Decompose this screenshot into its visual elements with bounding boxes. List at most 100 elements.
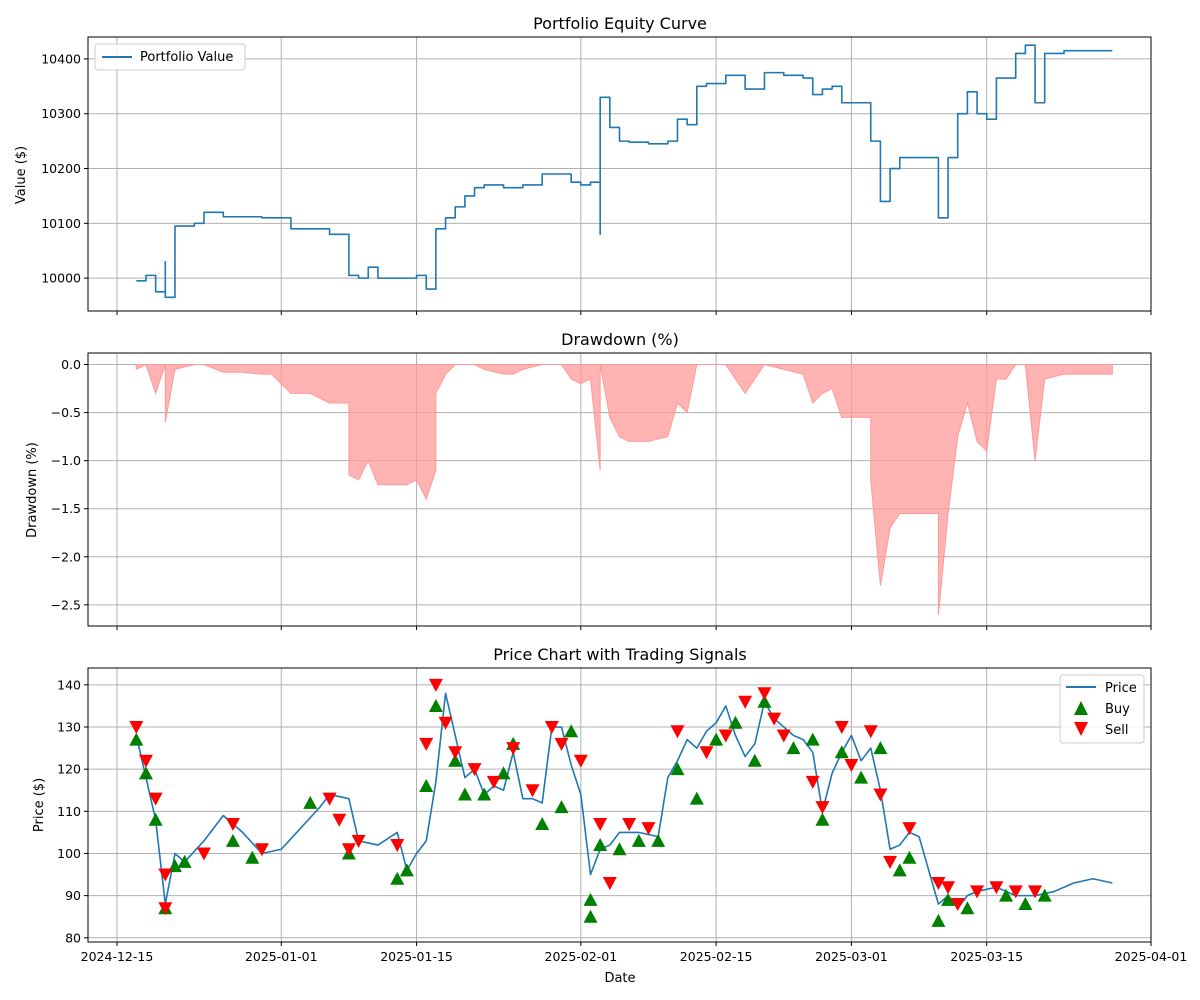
sell-marker <box>390 839 405 853</box>
sell-marker <box>158 868 173 882</box>
buy-marker <box>631 833 646 847</box>
equity-xticks <box>116 311 1152 315</box>
buy-marker <box>670 762 685 776</box>
equity-legend-box <box>94 43 246 71</box>
y-tick-label: 120 <box>57 762 81 777</box>
buy-marker <box>148 812 163 826</box>
sell-marker <box>1008 885 1023 899</box>
drawdown-xticks <box>116 626 1152 630</box>
equity-axes-frame <box>87 36 1152 312</box>
sell-marker <box>254 843 269 857</box>
price-x-axis-label: Date <box>604 971 635 986</box>
sell-legend-label: Sell <box>1105 723 1128 738</box>
x-tick-label: 2025-01-01 <box>245 949 318 964</box>
buy-marker <box>854 770 869 784</box>
sell-marker <box>602 876 617 890</box>
buy-marker <box>747 753 762 767</box>
sell-marker <box>525 784 540 798</box>
buy-marker <box>399 863 414 877</box>
sell-marker <box>776 729 791 743</box>
sell-marker <box>834 721 849 735</box>
sell-marker <box>438 716 453 730</box>
x-tick-label: 2025-02-15 <box>680 949 753 964</box>
sell-marker <box>1028 885 1043 899</box>
price-grid <box>88 668 1152 942</box>
y-tick-label: 10400 <box>41 51 81 66</box>
sell-marker <box>158 902 173 916</box>
price-y-axis-label: Price ($) <box>32 778 47 832</box>
equity-grid <box>88 37 1152 311</box>
y-tick-label: 10300 <box>41 106 81 121</box>
sell-marker <box>544 721 559 735</box>
buy-marker <box>303 795 318 809</box>
sell-marker <box>593 817 608 831</box>
x-tick-label: 2025-03-01 <box>815 949 888 964</box>
sell-marker <box>129 721 144 735</box>
equity-panel: Portfolio Equity Curve 10000101001020010… <box>14 14 1152 315</box>
sell-marker <box>554 737 569 751</box>
x-tick-label: 2025-03-15 <box>950 949 1023 964</box>
drawdown-yticks: 0.0 −0.5 −1.0 −1.5 −2.0 −2.5 <box>51 357 88 612</box>
sell-marker <box>941 881 956 895</box>
x-tick-label: 2025-04-01 <box>1115 949 1188 964</box>
equity-title: Portfolio Equity Curve <box>533 14 707 33</box>
sell-marker <box>448 746 463 760</box>
sell-marker <box>815 801 830 815</box>
equity-line <box>136 44 1113 299</box>
price-title: Price Chart with Trading Signals <box>493 645 746 664</box>
price-plot <box>129 678 1113 927</box>
buy-marker <box>245 850 260 864</box>
price-xticks: 2024-12-15 2025-01-01 2025-01-15 2025-02-01… <box>81 942 1188 964</box>
equity-y-axis-label: Value ($) <box>14 146 29 204</box>
sell-marker <box>902 822 917 836</box>
sell-marker <box>467 763 482 777</box>
buy-marker <box>225 833 240 847</box>
sell-marker <box>573 754 588 768</box>
sell-marker <box>989 881 1004 895</box>
buy-marker <box>583 909 598 923</box>
buy-marker <box>805 732 820 746</box>
buy-marker <box>651 833 666 847</box>
sell-marker <box>883 855 898 869</box>
buy-marker <box>554 800 569 814</box>
y-tick-label: 0.0 <box>61 357 81 372</box>
drawdown-plot <box>135 363 1113 615</box>
buy-marker <box>177 854 192 868</box>
buy-marker <box>457 787 472 801</box>
buy-marker <box>689 791 704 805</box>
sell-marker <box>148 792 163 806</box>
buy-marker <box>477 787 492 801</box>
y-tick-label: −2.0 <box>51 549 81 564</box>
price-panel: Price Chart with Trading Signals 80 90 100… <box>32 645 1187 986</box>
buy-marker <box>593 838 608 852</box>
buy-marker <box>583 892 598 906</box>
drawdown-axes-frame <box>87 352 1152 627</box>
x-tick-label: 2025-02-01 <box>545 949 618 964</box>
sell-marker <box>225 817 240 831</box>
sell-marker <box>931 876 946 890</box>
buy-marker <box>960 901 975 915</box>
buy-marker <box>138 766 153 780</box>
y-tick-label: 10000 <box>41 271 81 286</box>
sell-marker <box>622 817 637 831</box>
sell-legend-marker <box>1074 722 1088 736</box>
y-tick-label: 110 <box>57 804 81 819</box>
sell-marker <box>718 729 733 743</box>
sell-marker <box>419 737 434 751</box>
buy-marker <box>1037 888 1052 902</box>
buy-marker <box>390 871 405 885</box>
sell-marker <box>641 822 656 836</box>
sell-marker <box>486 775 501 789</box>
buy-marker <box>564 724 579 738</box>
y-tick-label: −1.0 <box>51 453 81 468</box>
buy-marker <box>448 753 463 767</box>
sell-marker <box>844 758 859 772</box>
y-tick-label: 80 <box>65 930 81 945</box>
price-line <box>135 692 1113 910</box>
sell-marker <box>805 775 820 789</box>
price-legend: Price Buy Sell <box>1059 674 1145 744</box>
buy-marker <box>815 812 830 826</box>
price-legend-label: Price <box>1105 681 1137 696</box>
buy-marker <box>941 892 956 906</box>
